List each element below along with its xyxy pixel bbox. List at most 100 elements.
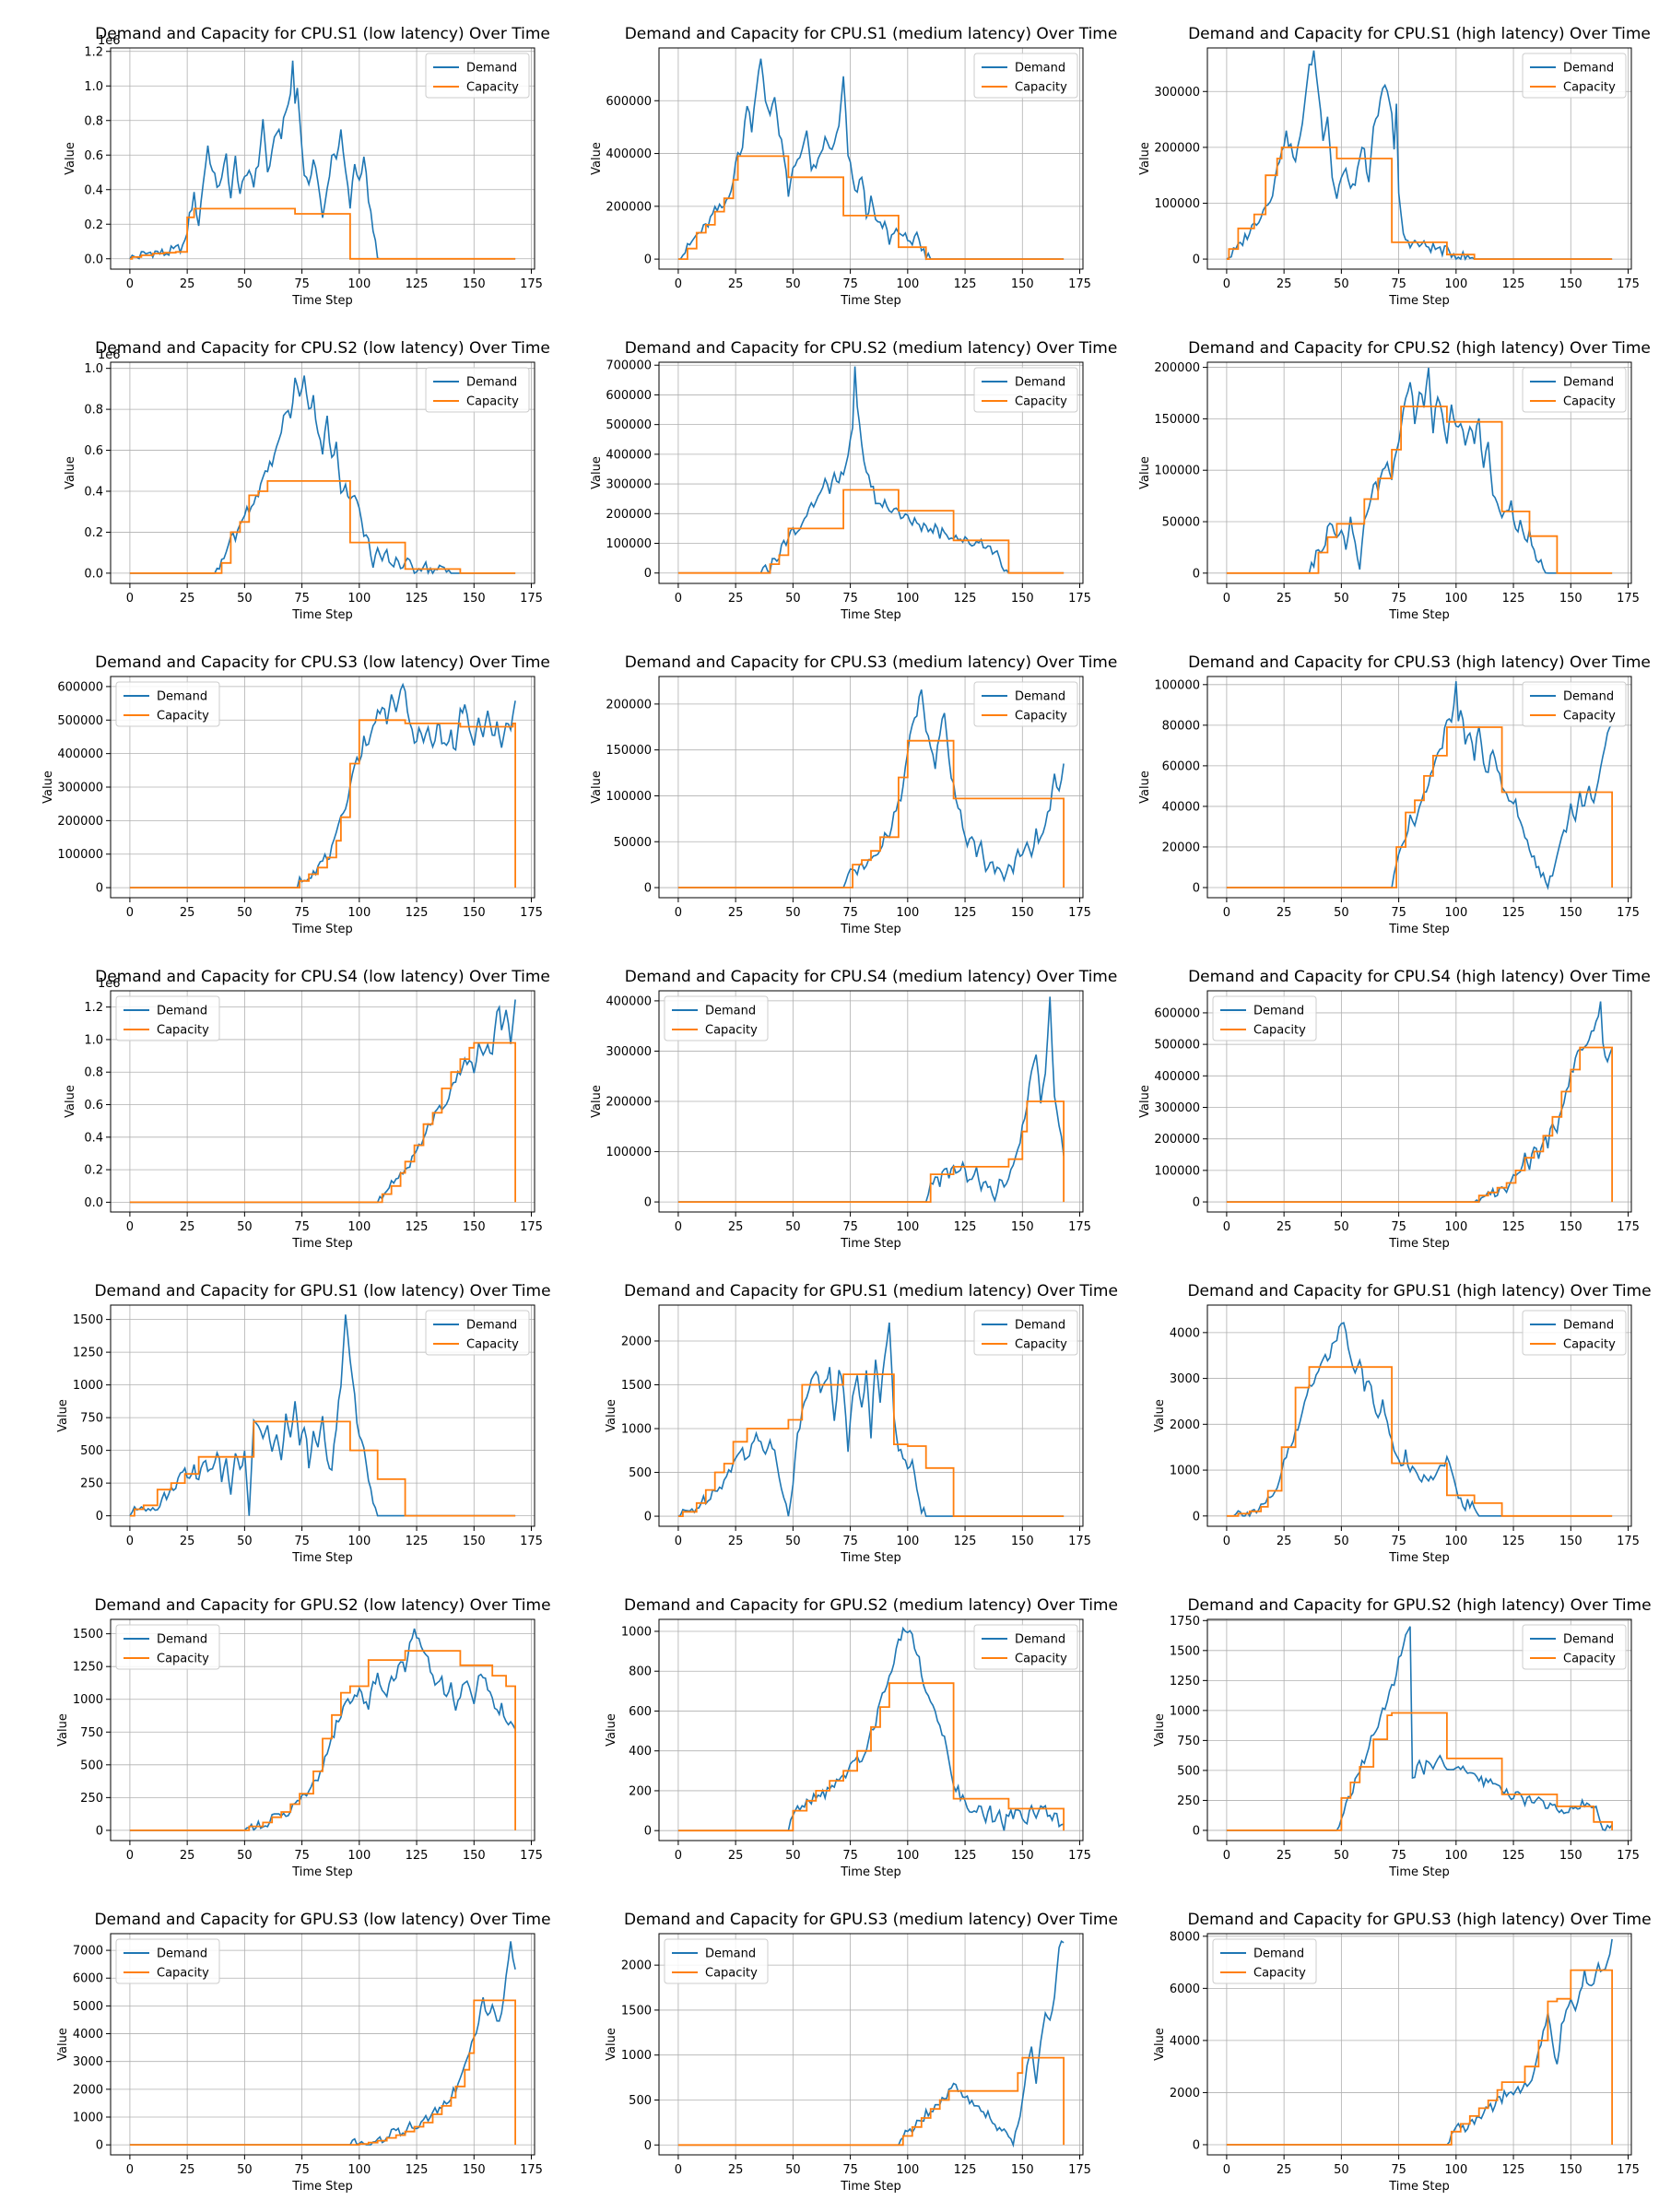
y-tick-label: 2000: [621, 1335, 652, 1348]
y-tick-label: 0.2: [84, 526, 103, 540]
y-tick-label: 600000: [57, 680, 103, 694]
y-tick-label: 0: [96, 1824, 103, 1838]
x-tick-label: 175: [520, 2163, 543, 2177]
series-line-capacity: [129, 1041, 516, 1204]
x-tick-label: 125: [406, 277, 429, 291]
x-axis-label: Time Step: [1388, 1237, 1450, 1251]
plot-frame: [1206, 1618, 1632, 1841]
series-line-capacity: [677, 2056, 1065, 2147]
y-tick-label: 200000: [57, 815, 103, 829]
y-tick-label: 100000: [606, 790, 652, 804]
x-tick-label: 50: [1334, 277, 1349, 291]
chart-title: Demand and Capacity for CPU.S1 (medium l…: [625, 25, 1118, 43]
x-tick-label: 125: [406, 906, 429, 920]
x-tick-label: 125: [1502, 1535, 1525, 1548]
plot-frame: [1206, 47, 1632, 270]
x-axis-label: Time Step: [291, 1865, 353, 1879]
x-tick-label: 25: [1277, 1849, 1292, 1863]
x-tick-label: 125: [954, 1220, 977, 1234]
x-tick-label: 150: [463, 2163, 486, 2177]
y-tick-label: 100000: [1154, 678, 1200, 692]
y-tick-label: 750: [1177, 1735, 1200, 1748]
chart-panel-12: Demand and Capacity for CPU.S4 (high lat…: [1138, 968, 1651, 1251]
series-line-capacity: [677, 1100, 1065, 1203]
series-line-capacity: [1226, 1969, 1613, 2146]
y-tick-label: 2000: [1170, 1418, 1200, 1432]
y-tick-label: 150000: [606, 744, 652, 758]
y-tick-label: 1.2: [84, 1001, 103, 1015]
y-tick-label: 8000: [1170, 1930, 1200, 1944]
y-tick-label: 20000: [1162, 841, 1200, 854]
x-tick-label: 50: [1334, 2163, 1349, 2177]
plot-frame: [1206, 1933, 1632, 2156]
y-tick-label: 50000: [614, 836, 652, 850]
x-tick-label: 175: [520, 1849, 543, 1863]
x-tick-label: 0: [126, 1849, 134, 1863]
y-tick-label: 1.0: [84, 362, 103, 376]
x-tick-label: 100: [347, 1849, 371, 1863]
y-tick-label: 1000: [621, 2049, 652, 2063]
y-tick-label: 1000: [73, 2111, 103, 2124]
x-tick-label: 25: [180, 277, 195, 291]
y-tick-label: 100000: [1154, 1164, 1200, 1178]
x-tick-label: 75: [1391, 1849, 1406, 1863]
y-tick-label: 0: [96, 2139, 103, 2153]
x-tick-label: 25: [1277, 592, 1292, 606]
y-tick-label: 1000: [621, 1625, 652, 1639]
y-tick-label: 1250: [73, 1347, 103, 1360]
x-tick-label: 150: [1559, 2163, 1583, 2177]
x-tick-label: 175: [1068, 1849, 1091, 1863]
x-tick-label: 100: [896, 1535, 919, 1548]
x-axis-label: Time Step: [840, 1551, 901, 1565]
x-tick-label: 175: [1617, 277, 1640, 291]
x-axis-label: Time Step: [840, 1865, 901, 1879]
legend-label: Capacity: [1563, 710, 1616, 724]
plot-frame: [110, 1618, 535, 1841]
x-tick-label: 50: [237, 1535, 253, 1548]
x-tick-label: 50: [237, 906, 253, 920]
y-tick-label: 400000: [1154, 1070, 1200, 1084]
y-tick-label: 500: [80, 1444, 103, 1458]
y-tick-label: 500000: [606, 418, 652, 432]
y-axis-label: Value: [56, 1713, 70, 1747]
y-axis-label: Value: [64, 142, 77, 175]
legend-label: Capacity: [466, 1338, 519, 1352]
x-tick-label: 0: [675, 906, 682, 920]
y-tick-label: 1.2: [84, 45, 103, 59]
y-tick-label: 2000: [621, 1959, 652, 1973]
chart-panel-1: Demand and Capacity for CPU.S1 (low late…: [64, 25, 550, 308]
chart-panel-8: Demand and Capacity for CPU.S3 (medium l…: [590, 653, 1117, 936]
x-tick-label: 75: [294, 1220, 310, 1234]
chart-title: Demand and Capacity for GPU.S1 (low late…: [94, 1282, 550, 1300]
y-tick-label: 200000: [606, 698, 652, 712]
y-tick-label: 3000: [1170, 1372, 1200, 1386]
legend-label: Capacity: [466, 81, 519, 95]
y-tick-label: 400000: [57, 747, 103, 761]
x-tick-label: 125: [406, 1849, 429, 1863]
chart-title: Demand and Capacity for GPU.S2 (low late…: [94, 1596, 550, 1615]
x-axis-label: Time Step: [291, 294, 353, 308]
x-tick-label: 100: [347, 592, 371, 606]
plot-frame: [658, 361, 1084, 584]
series-line-capacity: [677, 155, 1065, 261]
x-tick-label: 75: [842, 1220, 858, 1234]
x-tick-label: 125: [406, 592, 429, 606]
x-tick-label: 125: [954, 1849, 977, 1863]
x-tick-label: 100: [1444, 1220, 1467, 1234]
x-tick-label: 150: [463, 1535, 486, 1548]
chart-title: Demand and Capacity for CPU.S2 (high lat…: [1188, 339, 1651, 358]
x-tick-label: 150: [463, 1220, 486, 1234]
chart-title: Demand and Capacity for CPU.S4 (medium l…: [625, 968, 1118, 986]
x-tick-label: 50: [1334, 906, 1349, 920]
y-tick-label: 0.4: [84, 1131, 103, 1145]
series-line-capacity: [1226, 1046, 1613, 1203]
x-tick-label: 150: [1011, 2163, 1034, 2177]
y-axis-label: Value: [590, 1085, 604, 1118]
y-tick-label: 250: [1177, 1794, 1200, 1808]
chart-panel-3: Demand and Capacity for CPU.S1 (high lat…: [1138, 25, 1651, 308]
x-tick-label: 150: [1011, 277, 1034, 291]
y-tick-label: 250: [80, 1792, 103, 1806]
plot-frame: [658, 1933, 1084, 2156]
x-tick-label: 175: [1617, 906, 1640, 920]
